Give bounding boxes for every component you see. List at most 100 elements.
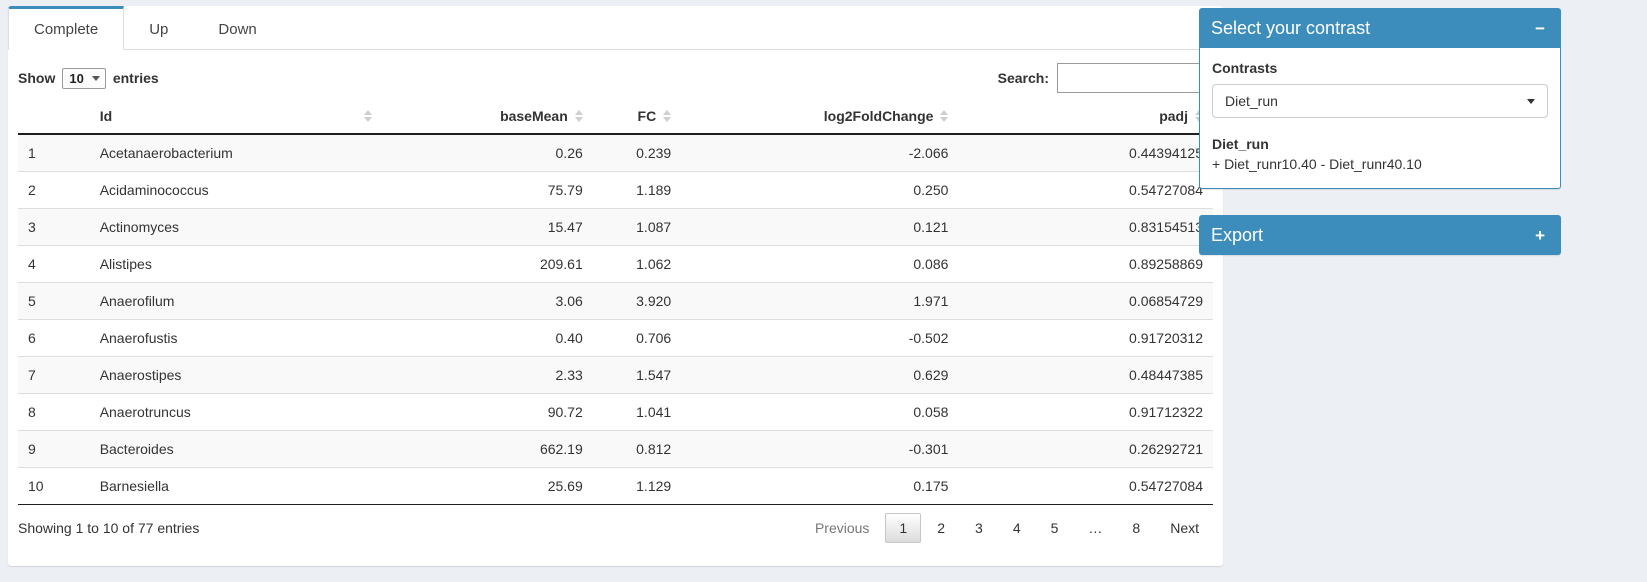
cell-fc: 1.087 xyxy=(592,208,682,246)
pagination-ellipsis: … xyxy=(1088,520,1103,536)
header-basemean[interactable]: baseMean xyxy=(382,99,593,135)
sort-icon xyxy=(574,110,583,122)
row-index: 5 xyxy=(18,282,90,320)
cell-padj: 0.83154513 xyxy=(958,208,1213,246)
cell-log2foldchange: 0.175 xyxy=(681,467,959,505)
pagination-page-4[interactable]: 4 xyxy=(1012,520,1021,536)
chevron-down-icon xyxy=(1527,98,1535,104)
cell-fc: 0.812 xyxy=(592,430,682,468)
export-box-title: Export xyxy=(1211,224,1264,245)
table-row: 4 Alistipes 209.61 1.062 0.086 0.8925886… xyxy=(18,245,1213,283)
cell-basemean: 75.79 xyxy=(382,171,593,209)
cell-id: Actinomyces xyxy=(89,208,383,246)
pagination-previous[interactable]: Previous xyxy=(814,520,870,536)
header-basemean-label: baseMean xyxy=(500,108,568,124)
header-id[interactable]: Id xyxy=(89,99,383,135)
row-index: 10 xyxy=(18,467,90,505)
cell-id: Anaerofilum xyxy=(89,282,383,320)
cell-log2foldchange: 1.971 xyxy=(681,282,959,320)
row-index: 2 xyxy=(18,171,90,209)
cell-basemean: 0.40 xyxy=(382,319,593,357)
cell-basemean: 662.19 xyxy=(382,430,593,468)
cell-padj: 0.06854729 xyxy=(958,282,1213,320)
contrast-detail-name: Diet_run xyxy=(1212,136,1269,152)
cell-log2foldchange: -2.066 xyxy=(681,134,959,172)
header-fc[interactable]: FC xyxy=(592,99,682,135)
sidebar-column: Select your contrast − Contrasts Diet_ru… xyxy=(1199,8,1561,255)
cell-fc: 0.239 xyxy=(592,134,682,172)
cell-id: Anaerostipes xyxy=(89,356,383,394)
cell-fc: 1.062 xyxy=(592,245,682,283)
pagination-page-2[interactable]: 2 xyxy=(937,520,946,536)
cell-basemean: 15.47 xyxy=(382,208,593,246)
header-padj[interactable]: padj xyxy=(958,99,1213,135)
cell-id: Anaerotruncus xyxy=(89,393,383,431)
row-index: 8 xyxy=(18,393,90,431)
cell-fc: 1.041 xyxy=(592,393,682,431)
cell-padj: 0.26292721 xyxy=(958,430,1213,468)
table-row: 10 Barnesiella 25.69 1.129 0.175 0.54727… xyxy=(18,467,1213,505)
results-card: Complete Up Down Show 10 entries Search: xyxy=(8,6,1223,566)
table-header-row: Id baseMean FC xyxy=(18,99,1213,135)
contrast-box-header: Select your contrast − xyxy=(1199,8,1561,48)
cell-basemean: 2.33 xyxy=(382,356,593,394)
table-row: 7 Anaerostipes 2.33 1.547 0.629 0.484473… xyxy=(18,356,1213,394)
cell-log2foldchange: 0.058 xyxy=(681,393,959,431)
contrast-box-title: Select your contrast xyxy=(1211,17,1371,38)
tab-complete[interactable]: Complete xyxy=(8,6,125,50)
header-log2foldchange-label: log2FoldChange xyxy=(823,108,934,124)
contrast-box: Select your contrast − Contrasts Diet_ru… xyxy=(1199,8,1561,189)
table-panel: Show 10 entries Search: xyxy=(8,63,1223,553)
pagination-page-1[interactable]: 1 xyxy=(885,513,922,543)
cell-id: Bacteroides xyxy=(89,430,383,468)
cell-id: Barnesiella xyxy=(89,467,383,505)
pagination: Previous 1 2 3 4 5 … 8 Next xyxy=(799,513,1213,543)
search-input[interactable] xyxy=(1057,63,1213,93)
pagination-next[interactable]: Next xyxy=(1170,520,1199,536)
cell-log2foldchange: 0.121 xyxy=(681,208,959,246)
table-row: 5 Anaerofilum 3.06 3.920 1.971 0.0685472… xyxy=(18,282,1213,320)
cell-fc: 0.706 xyxy=(592,319,682,357)
header-id-label: Id xyxy=(99,108,113,124)
table-info: Showing 1 to 10 of 77 entries xyxy=(18,520,200,536)
row-index: 9 xyxy=(18,430,90,468)
cell-basemean: 0.26 xyxy=(382,134,593,172)
expand-icon[interactable]: + xyxy=(1529,225,1551,246)
cell-log2foldchange: -0.301 xyxy=(681,430,959,468)
cell-fc: 3.920 xyxy=(592,282,682,320)
contrast-box-body: Contrasts Diet_run Diet_run + Diet_runr1… xyxy=(1199,48,1561,189)
results-table: Id baseMean FC xyxy=(18,99,1213,505)
cell-id: Acidaminococcus xyxy=(89,171,383,209)
row-index: 1 xyxy=(18,134,90,172)
search-label: Search: xyxy=(997,70,1049,86)
contrast-detail-formula: + Diet_runr10.40 - Diet_runr40.10 xyxy=(1212,156,1422,172)
pagination-page-8[interactable]: 8 xyxy=(1132,520,1141,536)
collapse-icon[interactable]: − xyxy=(1529,18,1551,39)
pagination-page-3[interactable]: 3 xyxy=(975,520,983,536)
cell-log2foldchange: -0.502 xyxy=(681,319,959,357)
cell-id: Alistipes xyxy=(89,245,383,283)
page-length-select[interactable]: 10 xyxy=(62,67,106,89)
cell-padj: 0.48447385 xyxy=(958,356,1213,394)
header-padj-label: padj xyxy=(1159,108,1188,124)
entries-label: entries xyxy=(112,70,159,86)
cell-log2foldchange: 0.629 xyxy=(681,356,959,394)
cell-padj: 0.91720312 xyxy=(958,319,1213,357)
contrast-select-value: Diet_run xyxy=(1225,93,1278,109)
header-index xyxy=(18,99,90,135)
tab-down[interactable]: Down xyxy=(218,21,257,38)
header-fc-label: FC xyxy=(637,108,657,124)
cell-padj: 0.54727084 xyxy=(958,171,1213,209)
sort-icon xyxy=(364,110,373,122)
cell-basemean: 90.72 xyxy=(382,393,593,431)
header-log2foldchange[interactable]: log2FoldChange xyxy=(681,99,959,135)
cell-fc: 1.129 xyxy=(592,467,682,505)
table-row: 8 Anaerotruncus 90.72 1.041 0.058 0.9171… xyxy=(18,393,1213,431)
cell-basemean: 25.69 xyxy=(382,467,593,505)
cell-log2foldchange: 0.086 xyxy=(681,245,959,283)
row-index: 3 xyxy=(18,208,90,246)
tab-up[interactable]: Up xyxy=(149,21,169,38)
contrasts-label: Contrasts xyxy=(1212,60,1278,76)
pagination-page-5[interactable]: 5 xyxy=(1050,520,1059,536)
contrast-select[interactable]: Diet_run xyxy=(1212,84,1548,118)
